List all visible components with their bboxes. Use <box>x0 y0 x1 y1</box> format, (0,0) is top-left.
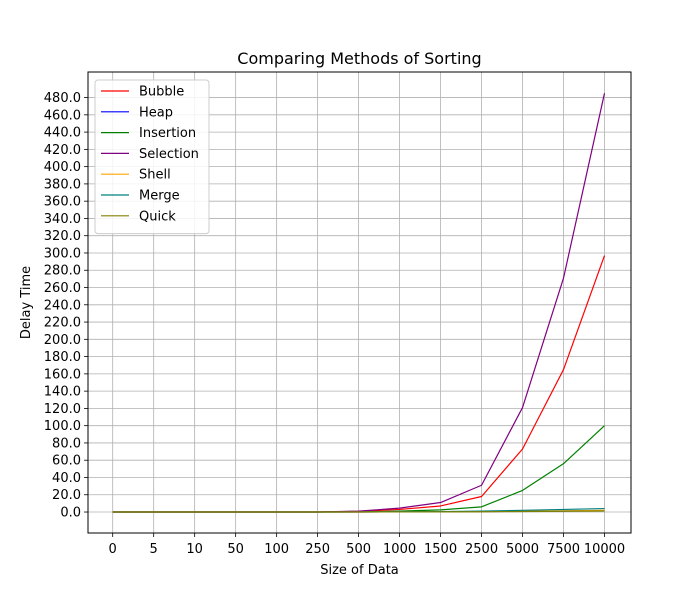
x-tick-label: 100 <box>264 542 289 557</box>
legend-label-quick: Quick <box>139 209 176 224</box>
x-tick-label: 0 <box>109 542 117 557</box>
y-tick-label: 420.0 <box>44 143 81 158</box>
x-tick-label: 5000 <box>506 542 539 557</box>
x-tick-label: 10000 <box>584 542 625 557</box>
y-tick-label: 100.0 <box>44 419 81 434</box>
chart-title: Comparing Methods of Sorting <box>237 49 481 68</box>
series-line-quick <box>112 510 605 513</box>
x-tick-label: 1500 <box>424 542 457 557</box>
y-tick-label: 260.0 <box>44 281 81 296</box>
y-tick-label: 340.0 <box>44 212 81 227</box>
y-tick-label: 60.0 <box>52 454 81 469</box>
y-tick-label: 120.0 <box>44 402 81 417</box>
plot-frame <box>87 71 632 534</box>
legend-label-shell: Shell <box>139 168 171 183</box>
y-axis-label: Delay Time <box>19 266 34 339</box>
y-tick-label: 240.0 <box>44 298 81 313</box>
y-tick-label: 0.0 <box>60 506 81 521</box>
x-tick-label: 5 <box>150 542 158 557</box>
legend-label-bubble: Bubble <box>139 85 184 100</box>
y-tick-label: 20.0 <box>52 488 81 503</box>
y-tick-label: 220.0 <box>44 316 81 331</box>
x-tick-label: 500 <box>346 542 371 557</box>
y-tick-label: 280.0 <box>44 264 81 279</box>
x-tick-label: 7500 <box>547 542 580 557</box>
legend-label-merge: Merge <box>139 189 180 204</box>
x-axis-ticks: 0 5 10 50 100 250 500 1000 1500 2500 5000 7500 10000 <box>109 533 625 557</box>
y-tick-label: 200.0 <box>44 333 81 348</box>
y-tick-label: 460.0 <box>44 108 81 123</box>
y-tick-label: 40.0 <box>52 471 81 486</box>
y-tick-label: 380.0 <box>44 177 81 192</box>
y-tick-label: 400.0 <box>44 160 81 175</box>
x-axis-label: Size of Data <box>320 563 399 578</box>
y-tick-label: 440.0 <box>44 126 81 141</box>
legend-label-selection: Selection <box>139 147 199 162</box>
y-tick-label: 160.0 <box>44 367 81 382</box>
x-tick-label: 250 <box>305 542 330 557</box>
y-tick-label: 140.0 <box>44 385 81 400</box>
y-tick-label: 300.0 <box>44 246 81 261</box>
x-tick-label: 10 <box>186 542 203 557</box>
y-tick-label: 80.0 <box>52 436 81 451</box>
y-tick-label: 180.0 <box>44 350 81 365</box>
legend-label-heap: Heap <box>139 105 173 120</box>
legend: Bubble Heap Insertion Selection Shell Merge Qu… <box>94 79 210 235</box>
y-tick-label: 480.0 <box>44 91 81 106</box>
y-axis-ticks: 0.0 20.0 40.0 60.0 80.0 100.0 120.0 140.0 160.0 1… <box>44 91 88 521</box>
y-tick-label: 360.0 <box>44 195 81 210</box>
x-tick-label: 2500 <box>465 542 498 557</box>
y-tick-label: 320.0 <box>44 229 81 244</box>
x-tick-label: 1000 <box>383 542 416 557</box>
series-lines <box>112 93 606 513</box>
legend-label-insertion: Insertion <box>139 126 196 141</box>
x-tick-label: 50 <box>227 542 244 557</box>
